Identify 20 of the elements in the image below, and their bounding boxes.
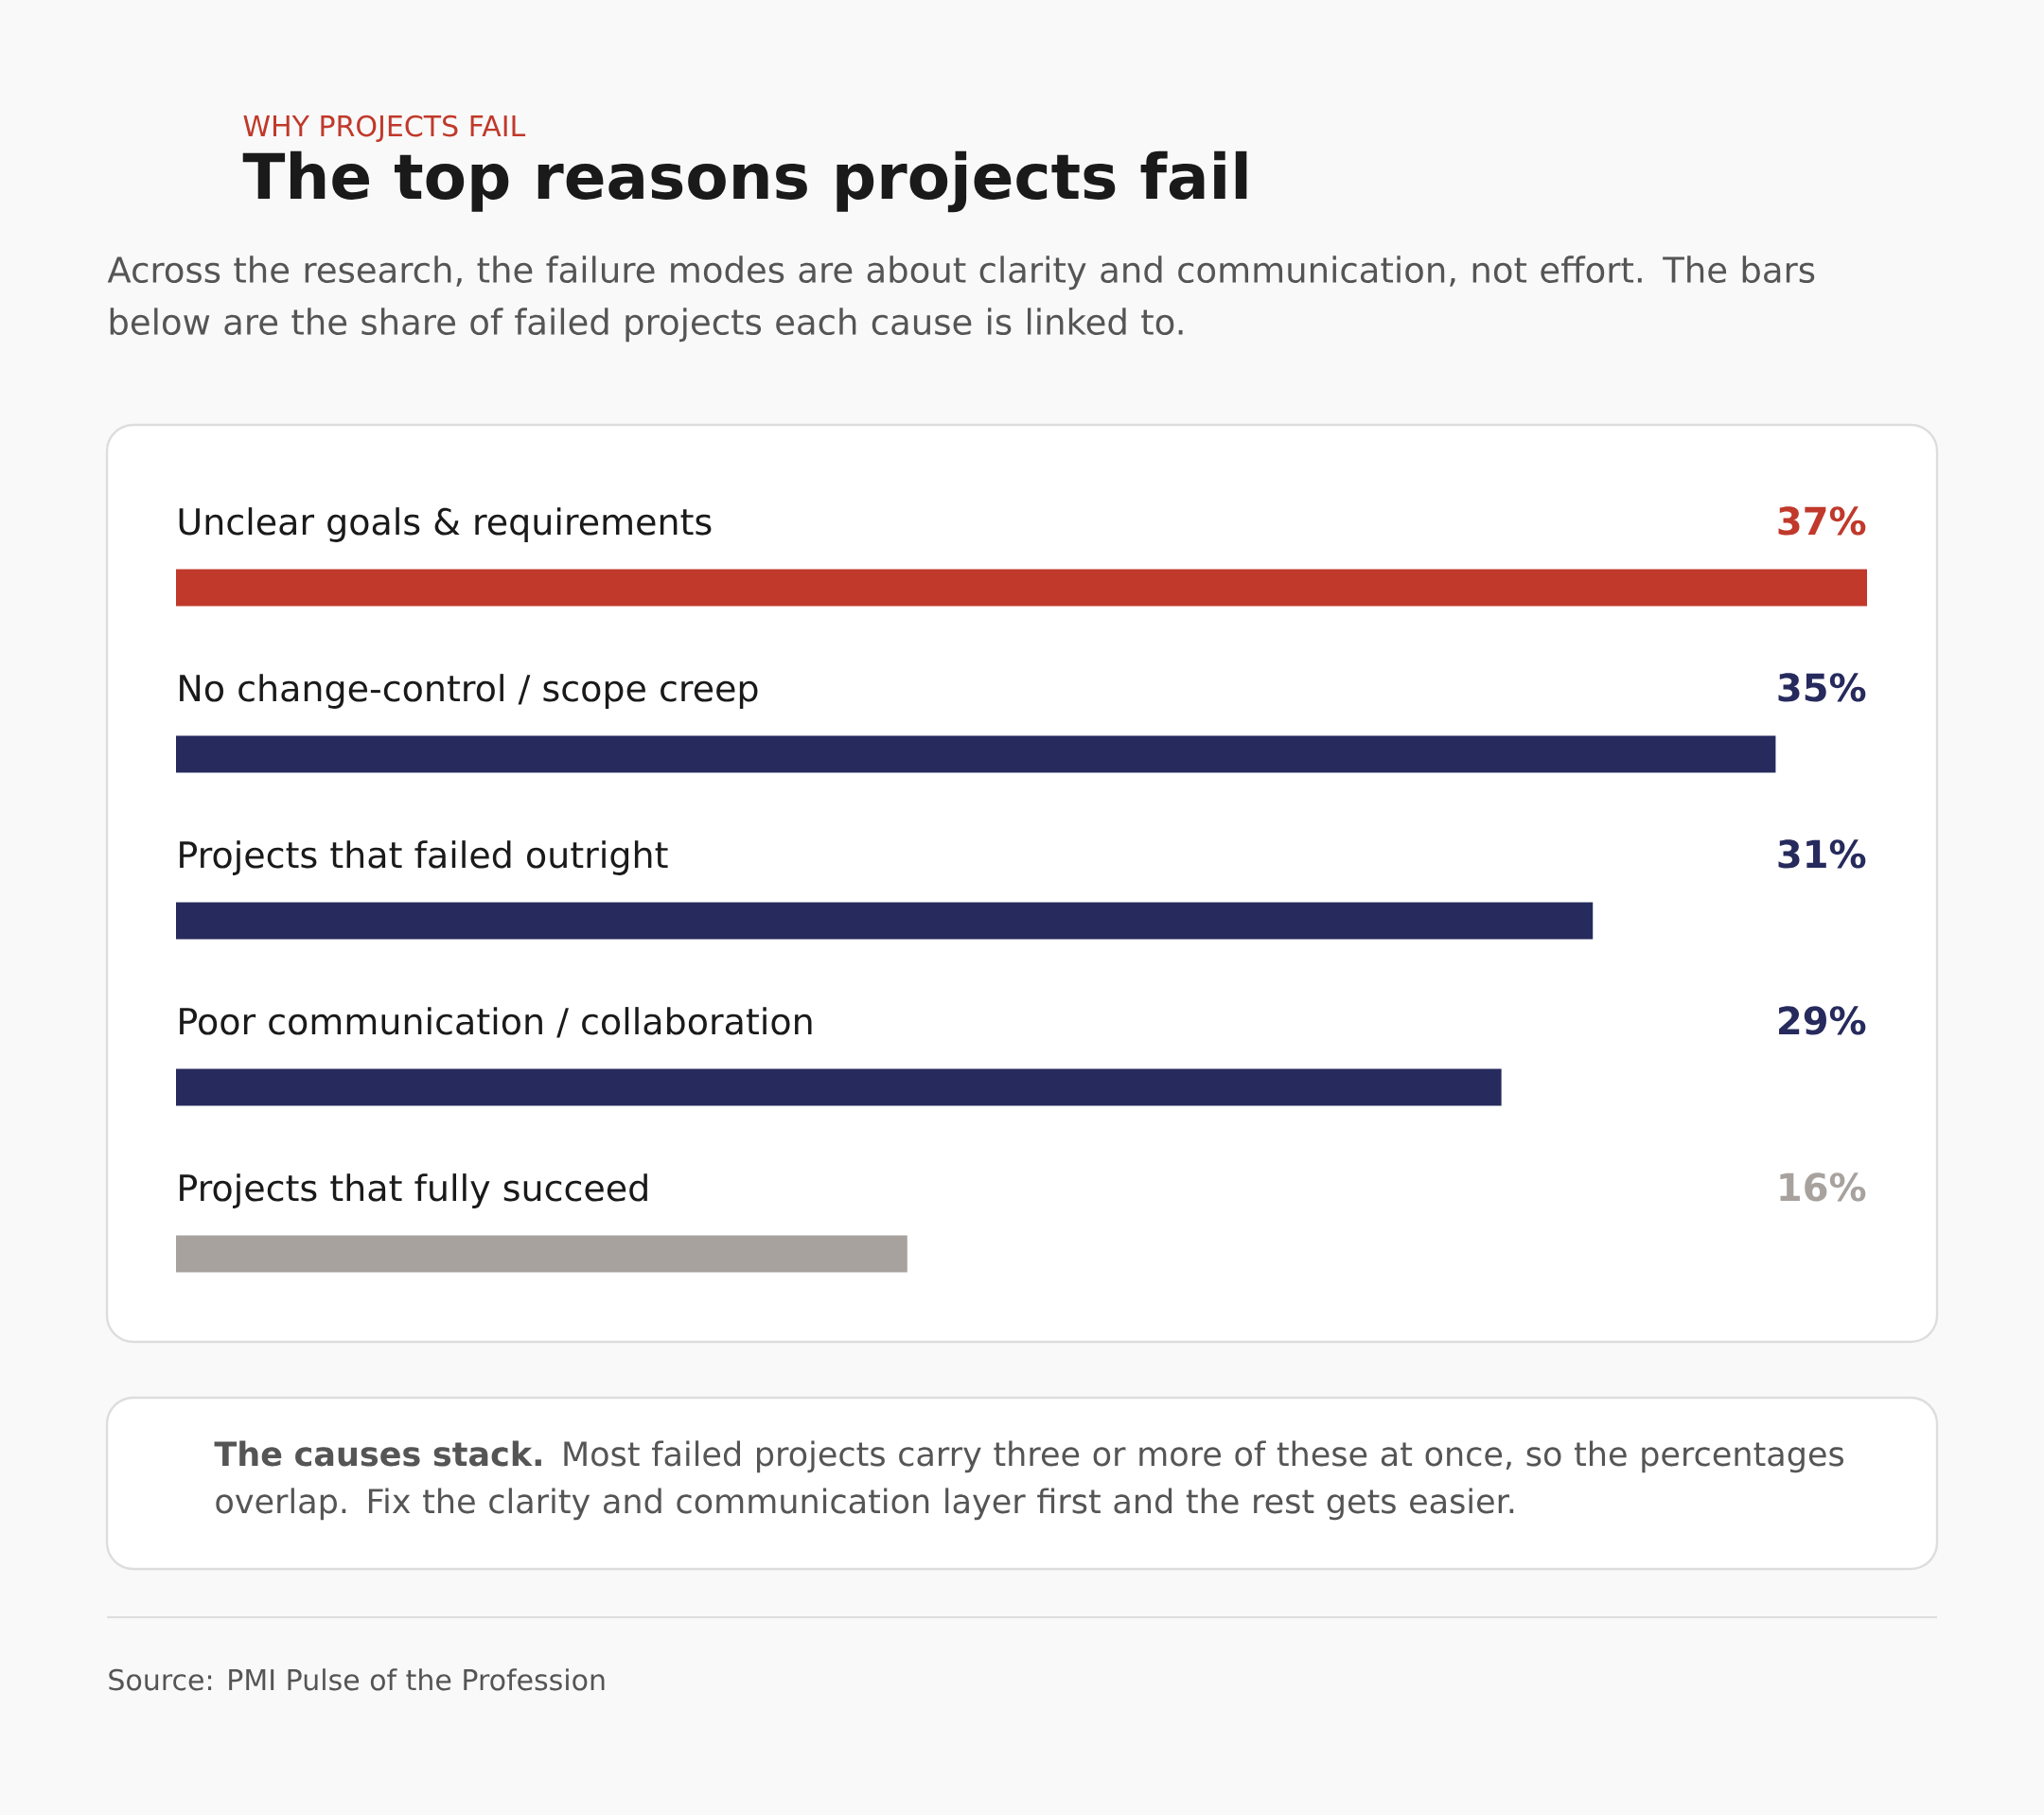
text: The causes stack. Most failed projects carry three or more of these at once, so the percentages overlap. Fix the clarity and communication layer first and the rest gets easier. (214, 1440, 1843, 1521)
bar (176, 1068, 1502, 1106)
bar (176, 902, 1594, 940)
data-label: 31% (1778, 839, 1866, 869)
data-label: 29% (1779, 1006, 1866, 1035)
y-tick-label: Projects that failed outright (180, 840, 668, 875)
y-tick-label: No change-control / scope creep (180, 674, 758, 709)
y-tick-label: Unclear goals & requirements (179, 507, 712, 542)
bar (176, 735, 1776, 773)
bar (176, 569, 1867, 607)
data-label: 35% (1778, 673, 1866, 702)
bar (176, 1235, 907, 1273)
source-note: Source: PMI Pulse of the Profession (109, 1668, 605, 1691)
y-tick-label: Poor communication / collaboration (180, 1007, 812, 1038)
data-label: 16% (1780, 1172, 1866, 1202)
chart-title: The top reasons projects fail (242, 150, 1247, 213)
data-label: 37% (1778, 506, 1866, 536)
chart-subtitle: Across the research, the failure modes are about clarity and communication, not effort. The bars below are the share of failed projects each cause is linked to. (107, 256, 1815, 343)
text: WHY PROJECTS FAIL (243, 115, 526, 142)
y-tick-label: Projects that fully succeed (180, 1173, 647, 1208)
